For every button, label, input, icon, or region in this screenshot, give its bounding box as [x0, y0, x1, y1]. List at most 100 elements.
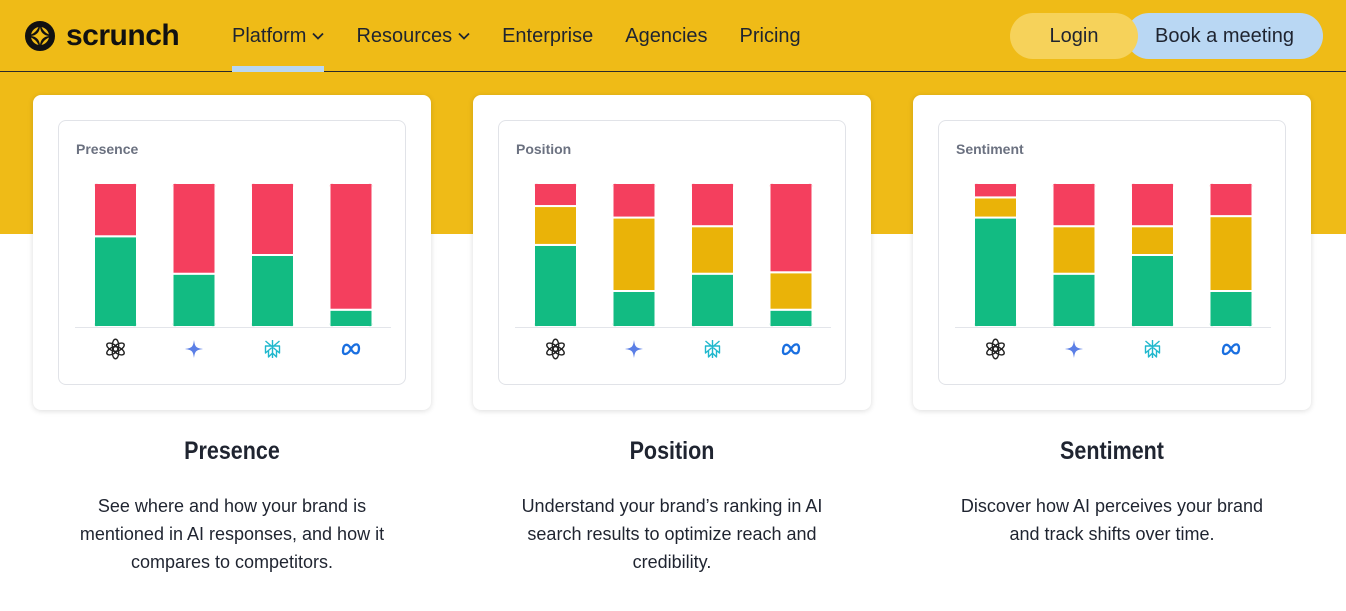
sentiment-description: Discover how AI perceives your brand and…	[913, 492, 1311, 548]
main-menu: Platform Resources Enterprise Agencies P…	[232, 0, 801, 72]
description-line: See where and how your brand is	[97, 496, 367, 516]
chatgpt-icon	[546, 338, 565, 360]
nav-pricing[interactable]: Pricing	[740, 0, 801, 72]
description-line: compares to competitors.	[130, 552, 334, 572]
description-line: Understand your brand’s ranking in AI	[521, 496, 823, 516]
bar-segment	[612, 183, 656, 219]
bar-stack	[1209, 183, 1253, 327]
scrunch-logo-icon	[25, 21, 55, 51]
bar-stack	[534, 183, 577, 327]
presence-card: Presence	[33, 95, 431, 410]
position-description: Understand your brand’s ranking in AI se…	[473, 492, 871, 576]
chatgpt-icon	[986, 338, 1005, 360]
position-chart-panel: Position	[498, 120, 846, 385]
bar-stack	[769, 183, 813, 327]
description-line: search results to optimize reach and	[527, 524, 817, 544]
bar-segment	[534, 183, 577, 208]
nav-resources[interactable]: Resources	[356, 0, 470, 72]
bar-segment	[1052, 225, 1096, 275]
bar-segment	[1209, 183, 1253, 218]
chevron-down-icon	[458, 32, 470, 40]
gemini-icon	[185, 340, 203, 358]
nav-platform-label: Platform	[232, 24, 307, 47]
meta-icon	[781, 343, 801, 356]
description-line: Discover how AI perceives your brand	[960, 496, 1264, 516]
chatgpt-icon	[106, 338, 125, 360]
nav-resources-label: Resources	[356, 24, 453, 47]
description-line: and track shifts over time.	[1009, 524, 1215, 544]
position-chart-label: Position	[516, 141, 572, 157]
bar-segment	[172, 272, 216, 327]
bar-stack	[251, 183, 294, 327]
bar-segment	[94, 235, 137, 327]
bar-segment	[1209, 215, 1253, 292]
login-button[interactable]: Login	[1010, 13, 1138, 59]
presence-chart-panel: Presence	[58, 120, 406, 385]
gemini-icon	[625, 340, 643, 358]
bar-segment	[172, 183, 216, 275]
bar-stack	[974, 183, 1017, 327]
bar-segment	[329, 183, 373, 311]
bar-segment	[769, 183, 813, 274]
bar-segment	[691, 183, 734, 228]
presence-chart-label: Presence	[76, 141, 139, 157]
bar-stack	[94, 183, 137, 327]
perplexity-icon	[264, 340, 281, 358]
nav-agencies[interactable]: Agencies	[625, 0, 707, 72]
presence-chart	[75, 183, 391, 360]
bar-segment	[534, 205, 577, 246]
bar-segment	[1131, 254, 1174, 327]
bar-stack	[612, 183, 656, 327]
bar-segment	[974, 216, 1017, 327]
presence-title: Presence	[184, 437, 280, 465]
bar-segment	[1052, 272, 1096, 327]
nav-pricing-label: Pricing	[739, 24, 801, 47]
bar-segment	[94, 183, 137, 238]
bar-segment	[1052, 183, 1096, 228]
bar-segment	[1131, 183, 1174, 228]
bar-segment	[534, 243, 577, 327]
bar-segment	[691, 272, 734, 327]
bar-segment	[769, 271, 813, 311]
bar-segment	[1209, 290, 1253, 327]
logo[interactable]: scrunch	[24, 18, 180, 54]
position-title: Position	[629, 437, 715, 465]
top-navigation: scrunch Platform Resources Enterprise Ag…	[0, 0, 1346, 72]
nav-platform[interactable]: Platform	[232, 0, 325, 72]
gemini-icon	[1065, 340, 1083, 358]
sentiment-chart-panel: Sentiment	[938, 120, 1286, 385]
presence-description: See where and how your brand is mentione…	[33, 492, 431, 576]
nav-enterprise[interactable]: Enterprise	[502, 0, 593, 72]
bar-segment	[329, 308, 373, 327]
sentiment-title: Sentiment	[1060, 437, 1164, 465]
position-chart	[515, 183, 831, 360]
bar-segment	[612, 216, 656, 292]
sentiment-chart	[955, 183, 1271, 360]
bar-segment	[251, 183, 294, 256]
bar-stack	[172, 183, 216, 327]
sentiment-chart-label: Sentiment	[956, 141, 1024, 157]
meta-icon	[1221, 343, 1241, 356]
perplexity-icon	[704, 340, 721, 358]
description-line: credibility.	[632, 552, 712, 572]
chevron-down-icon	[312, 32, 325, 40]
bar-stack	[1052, 183, 1096, 327]
bar-segment	[251, 254, 294, 327]
bar-stack	[691, 183, 734, 327]
bar-segment	[974, 183, 1017, 199]
bar-stack	[1131, 183, 1174, 327]
nav-enterprise-label: Enterprise	[502, 24, 594, 47]
nav-agencies-label: Agencies	[625, 24, 708, 47]
position-card: Position	[473, 95, 871, 410]
description-line: mentioned in AI responses, and how it	[79, 524, 385, 544]
bar-segment	[612, 290, 656, 327]
meta-icon	[341, 343, 361, 356]
sentiment-card: Sentiment	[913, 95, 1311, 410]
bar-segment	[769, 308, 813, 327]
bar-segment	[974, 196, 1017, 219]
logo-text: scrunch	[66, 19, 180, 52]
bar-stack	[329, 183, 373, 327]
book-meeting-button[interactable]: Book a meeting	[1126, 13, 1323, 59]
bar-segment	[691, 225, 734, 275]
bar-segment	[1131, 225, 1174, 256]
